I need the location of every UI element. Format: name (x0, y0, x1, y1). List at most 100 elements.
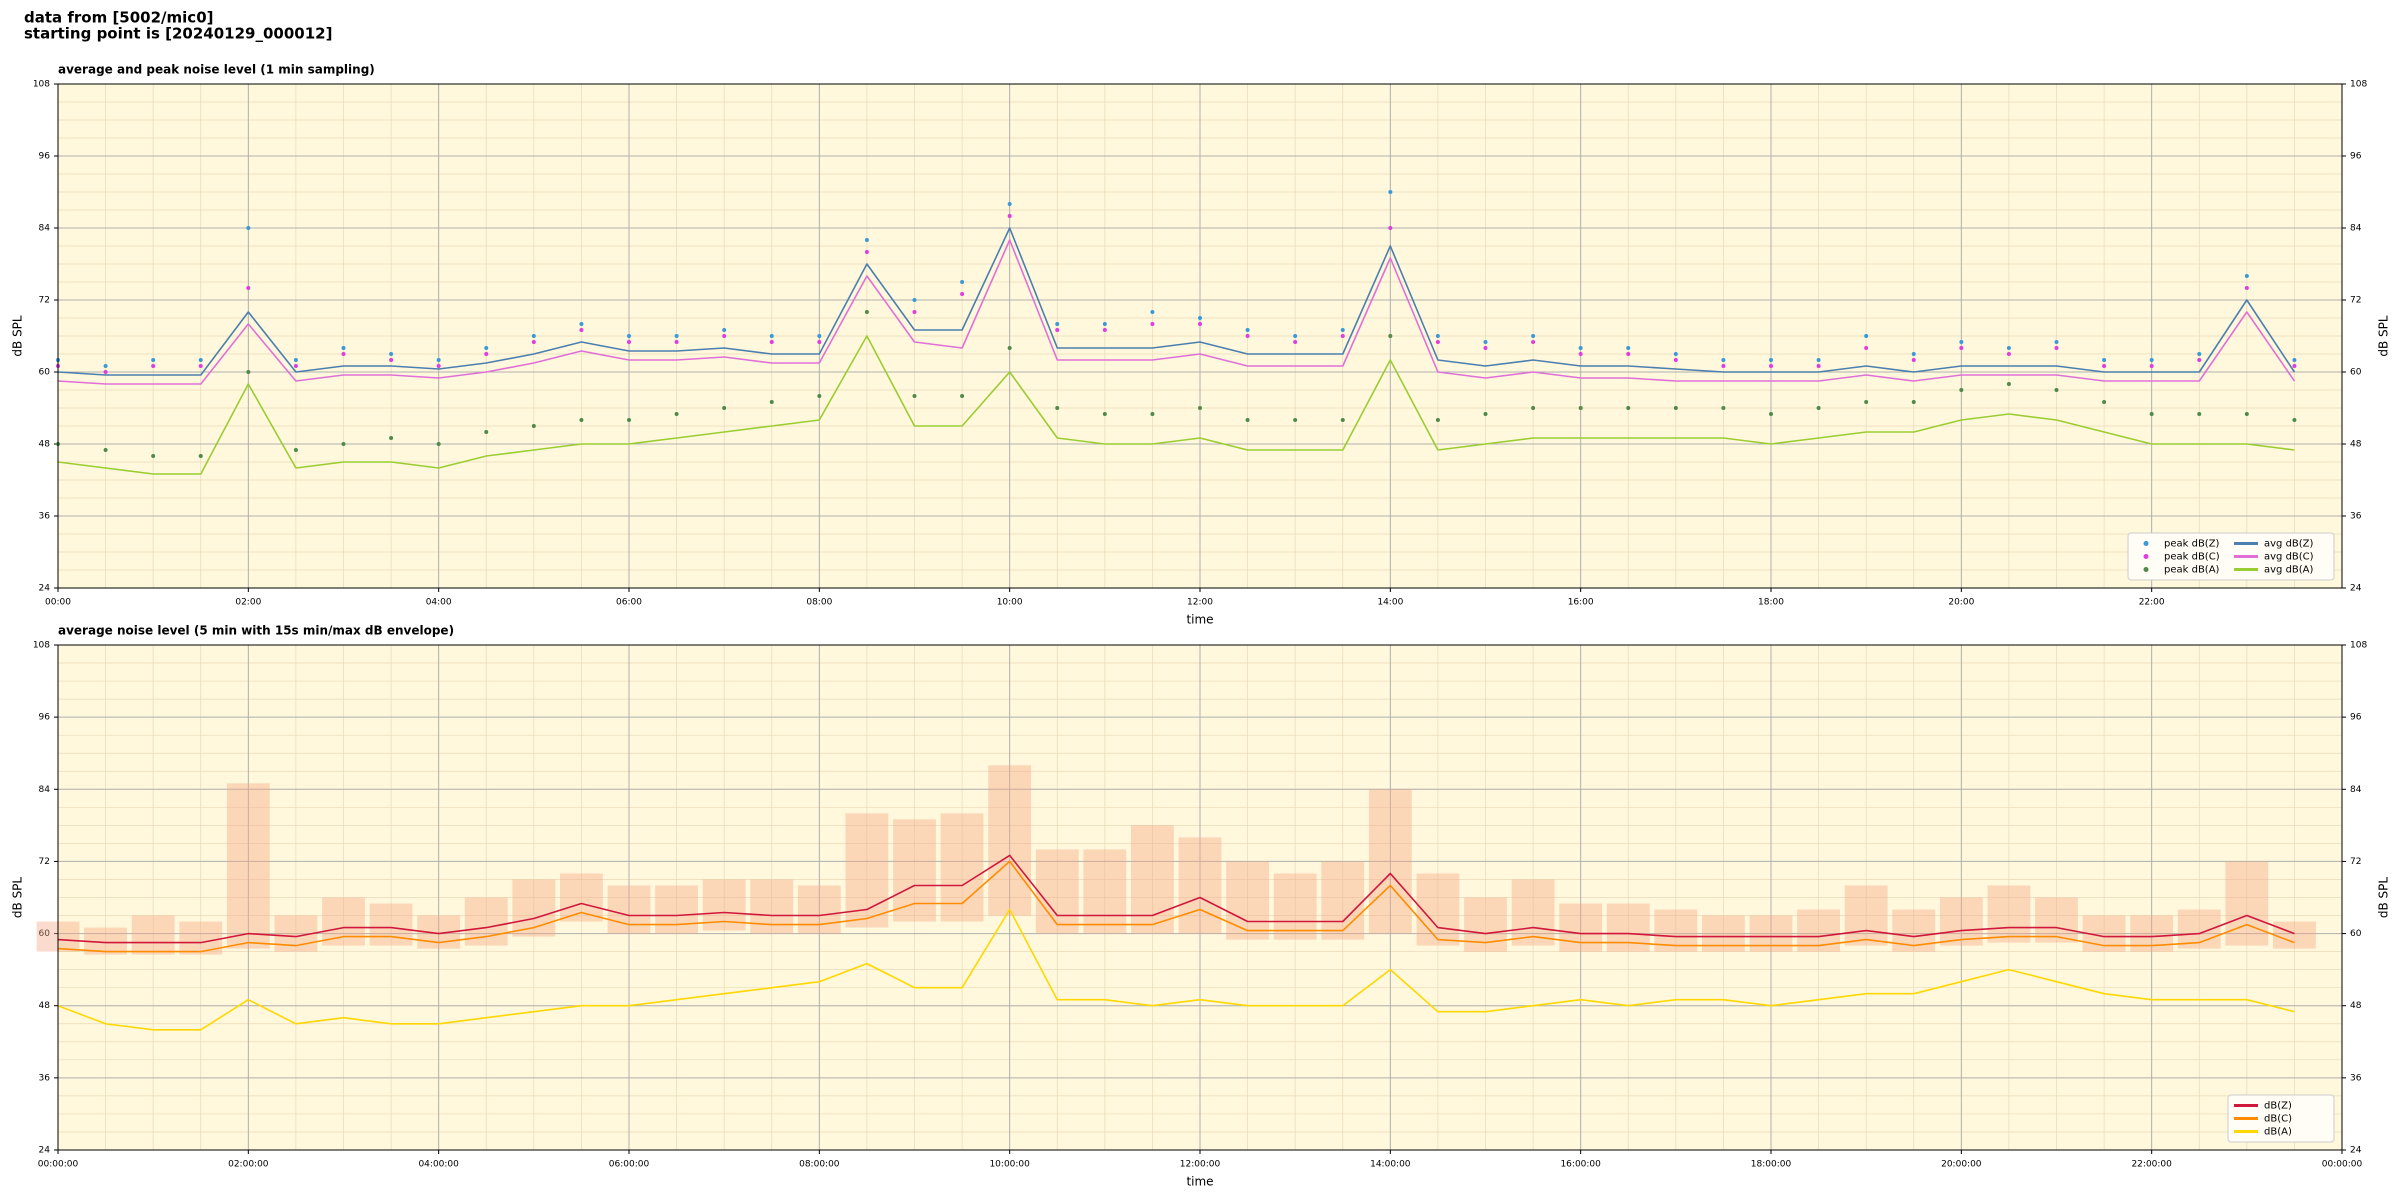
envelope-band (1226, 861, 1269, 940)
envelope-band (1178, 837, 1222, 934)
peak-point (198, 454, 203, 458)
y-axis-label: dB SPL (11, 877, 25, 919)
envelope-band (940, 813, 984, 922)
peak-point (769, 340, 774, 344)
peak-point (341, 442, 346, 446)
y-tick-label: 84 (39, 224, 51, 234)
peak-point (1959, 346, 1964, 350)
peak-point (2054, 340, 2059, 344)
peak-point (1293, 340, 1298, 344)
envelope-band (845, 813, 889, 928)
peak-point (1959, 388, 1964, 392)
x-tick-label: 20:00 (1948, 598, 1974, 608)
y-tick-label: 24 (39, 584, 51, 594)
peak-point (531, 340, 536, 344)
envelope-band (1131, 825, 1174, 934)
peak-point (531, 334, 536, 338)
peak-point (1483, 346, 1488, 350)
peak-point (151, 358, 156, 362)
peak-point (1007, 346, 1012, 350)
y2-tick-label: 84 (2350, 224, 2362, 234)
peak-point (1150, 310, 1155, 314)
chart-title: average noise level (5 min with 15s min/… (58, 624, 454, 638)
legend-marker (2143, 554, 2149, 559)
envelope-band (179, 921, 223, 955)
y2-tick-label: 96 (2350, 152, 2362, 162)
peak-point (1245, 328, 1250, 332)
y2-axis-label: dB SPL (2377, 877, 2391, 919)
y2-tick-label: 72 (2350, 857, 2361, 867)
peak-point (2006, 352, 2011, 356)
peak-point (912, 394, 917, 398)
y-tick-label: 108 (33, 80, 50, 90)
peak-point (1007, 202, 1012, 206)
series-line (57, 239, 2296, 385)
peak-point (1864, 334, 1869, 338)
peak-point (864, 310, 869, 314)
y-tick-label: 60 (39, 368, 51, 378)
envelope-band (560, 873, 603, 922)
peak-point (1483, 340, 1488, 344)
legend-label: avg dB(C) (2264, 552, 2314, 563)
peak-point (674, 340, 679, 344)
x-tick-label: 04:00 (426, 598, 452, 608)
y2-tick-label: 36 (2350, 512, 2362, 522)
peak-point (2197, 352, 2202, 356)
x-tick-label: 22:00:00 (2131, 1160, 2172, 1170)
envelope-band (797, 885, 841, 934)
peak-point (1769, 364, 1773, 368)
envelope-band (2225, 861, 2269, 946)
peak-point (2102, 358, 2107, 362)
peak-point (2292, 358, 2297, 362)
peak-point (769, 334, 774, 338)
y-tick-label: 72 (39, 857, 50, 867)
peak-point (1102, 328, 1107, 332)
x-tick-label: 00:00:00 (38, 1160, 79, 1170)
peak-point (1388, 334, 1393, 338)
peak-point (1245, 418, 1250, 422)
peak-point (293, 358, 298, 362)
y-tick-label: 24 (39, 1146, 51, 1156)
y2-tick-label: 108 (2350, 80, 2367, 90)
peak-point (1673, 406, 1678, 410)
envelope-band (226, 783, 270, 949)
envelope-band (131, 915, 175, 955)
peak-point (1198, 316, 1202, 320)
y-tick-label: 96 (39, 152, 51, 162)
peak-point (627, 334, 631, 338)
y2-tick-label: 24 (2350, 584, 2362, 594)
peak-point (1055, 328, 1060, 332)
x-tick-label: 12:00:00 (1180, 1160, 1221, 1170)
x-tick-label: 04:00:00 (418, 1160, 459, 1170)
x-tick-label: 10:00:00 (989, 1160, 1030, 1170)
legend-label: peak dB(C) (2164, 552, 2220, 563)
series-line (57, 335, 2295, 475)
peak-point (1911, 400, 1916, 404)
peak-point (1102, 322, 1107, 326)
y2-tick-label: 48 (2350, 1001, 2362, 1011)
peak-point (151, 364, 156, 368)
y-tick-label: 72 (39, 296, 50, 306)
peak-point (817, 394, 822, 398)
envelope-band (1416, 873, 1460, 946)
peak-point (531, 424, 536, 428)
peak-point (198, 358, 203, 362)
peak-point (722, 328, 727, 332)
envelope-band (1939, 897, 1983, 946)
peak-point (1340, 418, 1345, 422)
peak-point (2197, 412, 2202, 416)
envelope-band (1273, 873, 1317, 940)
x-tick-label: 18:00:00 (1751, 1160, 1792, 1170)
peak-point (1911, 358, 1916, 362)
peak-point (293, 448, 298, 452)
peak-point (2197, 358, 2202, 362)
peak-point (579, 322, 584, 326)
peak-point (389, 352, 394, 356)
peak-point (1721, 358, 1726, 362)
y-tick-label: 108 (33, 641, 50, 651)
header-source: data from [5002/mic0] (24, 9, 214, 27)
peak-point (389, 358, 394, 362)
peak-point (151, 454, 156, 458)
peak-point (341, 346, 346, 350)
header-start: starting point is [20240129_000012] (24, 25, 332, 43)
